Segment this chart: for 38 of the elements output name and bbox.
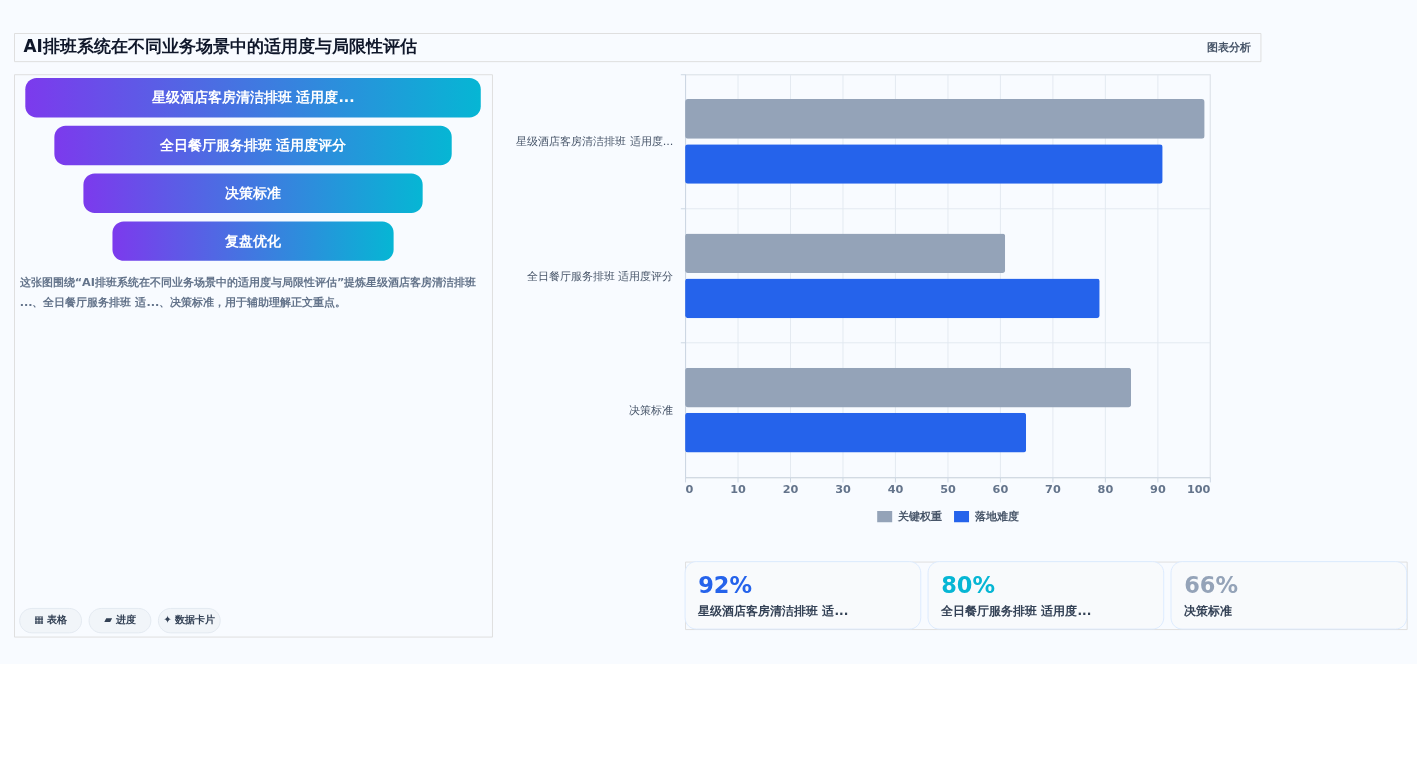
text: 66% xyxy=(1184,571,1238,598)
x-tick-label: 20 xyxy=(782,482,799,496)
x-tick-label: 40 xyxy=(887,482,904,496)
text: AI排班系统在不同业务场景中的适用度与局限性评估 xyxy=(23,35,417,56)
text: 80% xyxy=(941,571,995,598)
category-label: 星级酒店客房清洁排班 适用度... xyxy=(150,89,355,106)
text: 图表分析 xyxy=(1207,40,1252,54)
x-tick-label: 30 xyxy=(835,482,851,496)
bar xyxy=(685,233,1006,274)
x-tick-label: 10 xyxy=(730,482,747,496)
bar xyxy=(685,278,1100,319)
y-tick-label: 全日餐厅服务排班 适用度评分 xyxy=(526,269,674,283)
y-tick-label: 决策标准 xyxy=(629,403,674,417)
text: 全日餐厅服务排班 适用度... xyxy=(940,604,1092,619)
bar xyxy=(685,99,1205,139)
category-label: 决策标准 xyxy=(225,184,282,201)
x-tick-label: 60 xyxy=(992,482,1009,496)
y-tick-label: 星级酒店客房清洁排班 适用度... xyxy=(516,135,674,149)
category-label: 复盘优化 xyxy=(224,232,283,249)
text: ▦ 表格 xyxy=(33,613,69,626)
bar xyxy=(685,412,1027,453)
text: 决策标准 xyxy=(1184,604,1233,619)
text: 星级酒店客房清洁排班 适... xyxy=(697,604,849,619)
category-label: 全日餐厅服务排班 适用度评分 xyxy=(158,137,348,154)
legend-label: 落地难度 xyxy=(973,510,1019,524)
bar xyxy=(685,367,1132,408)
x-tick-label: 70 xyxy=(1045,482,1061,496)
x-tick-label: 0 xyxy=(685,482,694,496)
text: ✦ 数据卡片 xyxy=(163,613,216,626)
legend-label: 关键权重 xyxy=(896,510,942,524)
text: 这张图围绕“AI排班系统在不同业务场景中的适用度与局限性评估”提炼星级酒店客房清洁排班...、全日餐厅服务排班 适...、决策标准，用于辅助理解正文重点。 xyxy=(18,276,477,309)
x-tick-label: 100 xyxy=(1186,482,1211,496)
text: 92% xyxy=(698,571,753,598)
bar xyxy=(685,144,1163,184)
x-tick-label: 50 xyxy=(940,482,956,496)
x-tick-label: 80 xyxy=(1097,482,1114,496)
x-tick-label: 90 xyxy=(1150,482,1166,496)
text: ▰ 进度 xyxy=(104,613,136,626)
